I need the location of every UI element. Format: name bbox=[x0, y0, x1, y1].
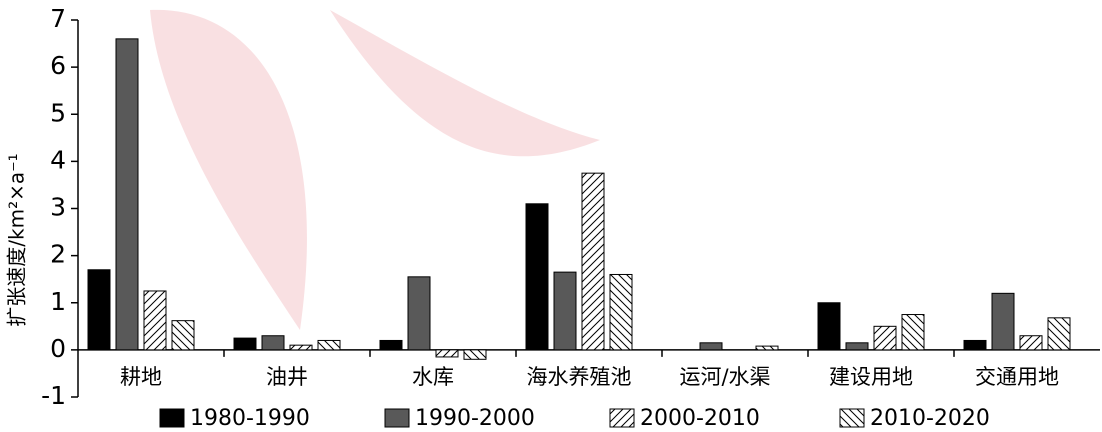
legend-swatch bbox=[384, 408, 410, 428]
bar bbox=[261, 335, 285, 351]
bar bbox=[553, 271, 577, 351]
bar bbox=[991, 292, 1015, 351]
legend-label: 2010-2020 bbox=[870, 406, 990, 431]
bar bbox=[143, 290, 167, 351]
y-tick-label: 1 bbox=[50, 287, 66, 316]
x-tick-label: 海水养殖池 bbox=[527, 365, 632, 389]
x-tick-label: 油井 bbox=[266, 365, 308, 389]
bar bbox=[115, 38, 139, 351]
legend-swatch bbox=[609, 408, 635, 428]
bar bbox=[755, 345, 779, 351]
y-tick-label: 4 bbox=[50, 145, 66, 174]
bar bbox=[1047, 317, 1071, 351]
bar bbox=[581, 172, 605, 351]
bar bbox=[407, 276, 431, 351]
bar bbox=[463, 349, 487, 360]
legend-label: 1990-2000 bbox=[415, 406, 535, 431]
y-tick-label: 3 bbox=[50, 193, 66, 222]
y-tick-label: 7 bbox=[50, 4, 66, 33]
legend-swatch bbox=[839, 408, 865, 428]
y-axis-label: 扩张速度/km²×a⁻¹ bbox=[5, 153, 29, 326]
x-tick-label: 建设用地 bbox=[829, 365, 913, 389]
y-tick-label: 0 bbox=[50, 334, 66, 363]
bar bbox=[87, 269, 111, 351]
legend-label: 2000-2010 bbox=[640, 406, 760, 431]
bar bbox=[963, 339, 987, 351]
bar bbox=[609, 273, 633, 351]
y-tick-label: 6 bbox=[50, 51, 66, 80]
bar bbox=[901, 314, 925, 351]
y-tick-label: -1 bbox=[41, 381, 66, 410]
x-tick-label: 水库 bbox=[412, 365, 454, 389]
watermark bbox=[150, 9, 600, 330]
bar bbox=[289, 344, 313, 351]
bar bbox=[817, 302, 841, 351]
bar bbox=[845, 342, 869, 351]
x-tick-label: 交通用地 bbox=[975, 365, 1059, 389]
y-tick-label: 5 bbox=[50, 98, 66, 127]
legend-label: 1980-1990 bbox=[190, 406, 310, 431]
y-tick-label: 2 bbox=[50, 240, 66, 269]
bar bbox=[317, 339, 341, 351]
bar bbox=[171, 320, 195, 351]
legend-swatch bbox=[159, 408, 185, 428]
x-tick-label: 运河/水渠 bbox=[679, 365, 770, 389]
bar bbox=[435, 349, 459, 358]
bar bbox=[525, 203, 549, 351]
bar bbox=[233, 337, 257, 351]
x-tick-label: 耕地 bbox=[120, 365, 162, 389]
bar bbox=[699, 342, 723, 351]
bar bbox=[379, 339, 403, 351]
bar bbox=[1019, 335, 1043, 351]
bar bbox=[873, 325, 897, 351]
